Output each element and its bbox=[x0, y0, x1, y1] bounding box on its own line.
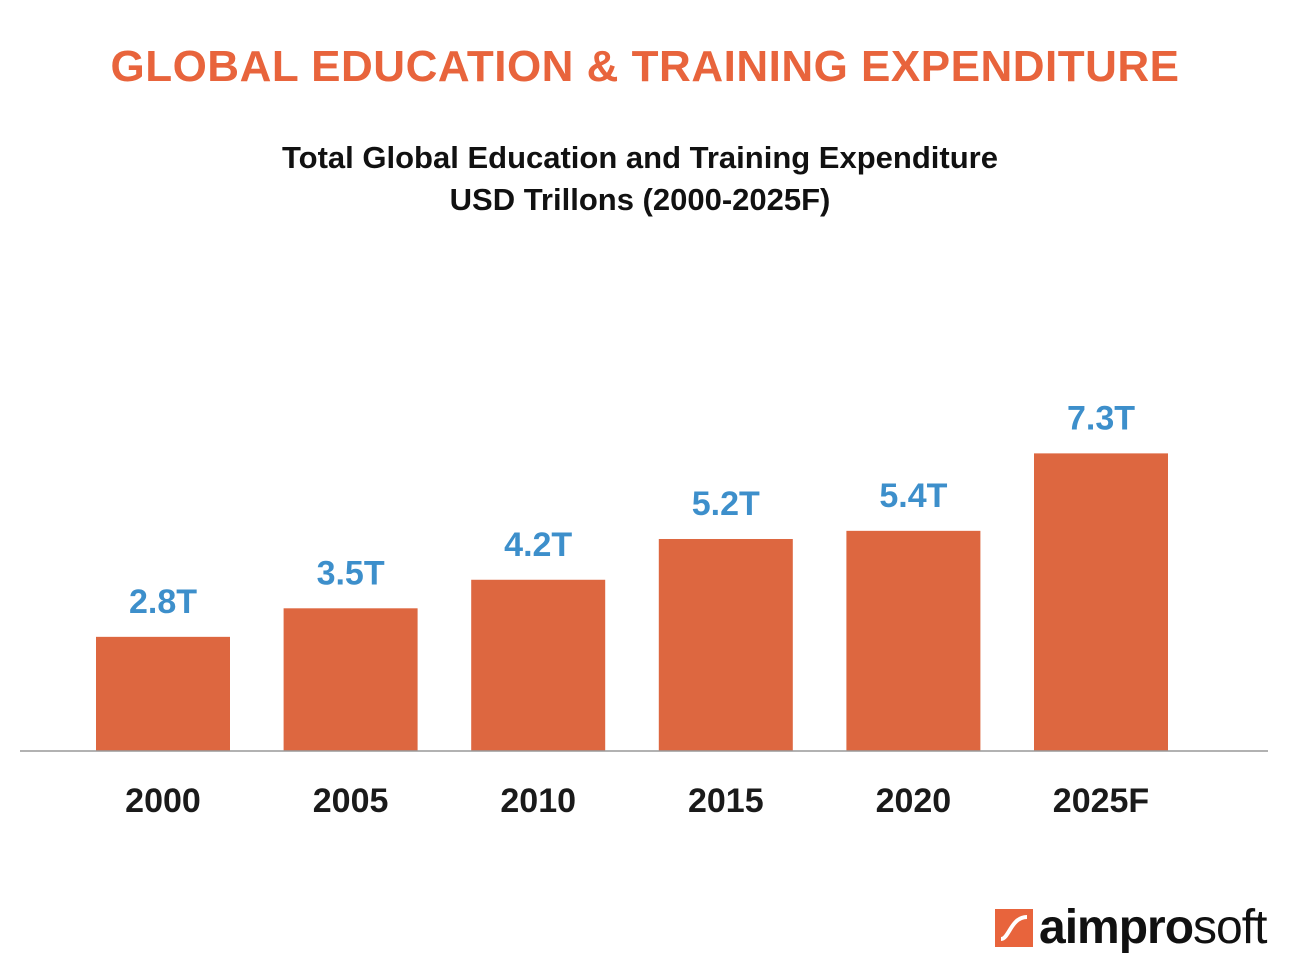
page-headline: GLOBAL EDUCATION & TRAINING EXPENDITURE bbox=[110, 42, 1180, 91]
aimprosoft-logo: aimprosoft bbox=[995, 900, 1267, 956]
x-tick-label-2000: 2000 bbox=[125, 782, 201, 820]
bar-2000 bbox=[96, 636, 230, 751]
value-label-2000: 2.8T bbox=[129, 583, 197, 621]
bar-2025F bbox=[1034, 453, 1168, 751]
aimprosoft-logo-icon bbox=[995, 909, 1033, 947]
bar-2005 bbox=[283, 608, 418, 751]
chart-subtitle: USD Trillons (2000-2025F) bbox=[449, 182, 831, 217]
x-tick-label-2015: 2015 bbox=[688, 782, 764, 820]
logo-wordmark: aimprosoft bbox=[1039, 901, 1267, 954]
x-tick-label-2010: 2010 bbox=[500, 782, 576, 820]
bar-2020 bbox=[846, 530, 981, 751]
bar-2010 bbox=[471, 579, 606, 751]
bar-2015 bbox=[658, 538, 793, 751]
x-tick-label-2025F: 2025F bbox=[1053, 782, 1149, 820]
x-tick-label-2005: 2005 bbox=[313, 782, 389, 820]
value-label-2015: 5.2T bbox=[692, 485, 760, 523]
value-labels-layer: 2.8T 3.5T 4.2T 5.2T 5.4T 7.3T bbox=[129, 399, 1135, 620]
x-tick-label-2020: 2020 bbox=[876, 782, 952, 820]
value-label-2020: 5.4T bbox=[879, 477, 947, 515]
logo-brand: aimpro bbox=[1039, 901, 1194, 954]
value-label-2005: 3.5T bbox=[317, 554, 385, 592]
x-tick-labels-layer: 2000 2005 2010 2015 2020 2025F bbox=[125, 782, 1149, 820]
logo-brand-suffix: soft bbox=[1193, 901, 1267, 954]
value-label-2010: 4.2T bbox=[504, 526, 572, 564]
value-label-2025F: 7.3T bbox=[1067, 399, 1135, 437]
bars-layer bbox=[96, 453, 1168, 751]
chart-title: Total Global Education and Training Expe… bbox=[282, 140, 998, 175]
